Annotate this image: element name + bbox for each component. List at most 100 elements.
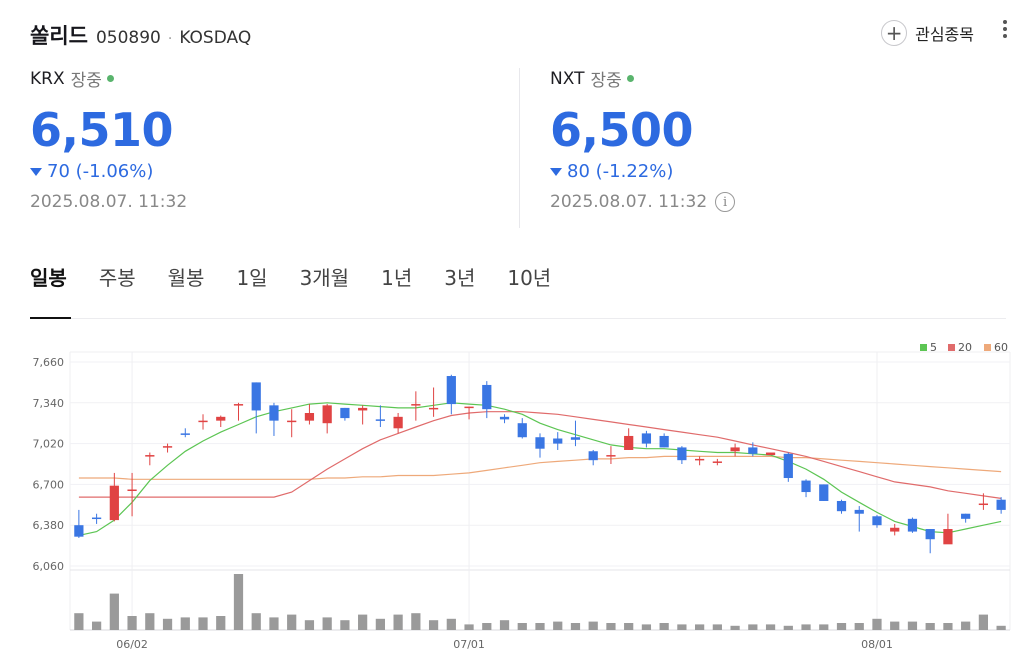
watchlist-label: 관심종목 <box>915 25 974 44</box>
volume-bar <box>535 623 545 630</box>
candle-body <box>145 455 155 457</box>
volume-bar <box>659 623 669 630</box>
volume-bar <box>411 613 421 630</box>
volume-bar <box>74 613 84 630</box>
volume-bar <box>393 614 403 630</box>
info-icon[interactable]: i <box>715 192 736 212</box>
krx-quote: KRX 장중 6,510 70 (-1.06%) 2025.08.07. 11:… <box>30 66 187 212</box>
candle-body <box>819 484 829 501</box>
candle-body <box>765 452 776 456</box>
volume-bar <box>553 621 563 630</box>
candle-body <box>801 480 811 493</box>
volume-bar <box>428 620 439 630</box>
volume-bar <box>216 616 226 630</box>
nxt-status: 장중 <box>590 71 622 91</box>
x-tick-label: 06/02 <box>116 638 148 651</box>
plus-icon: + <box>881 20 908 46</box>
volume-bar <box>322 617 332 630</box>
active-tab-indicator <box>30 317 71 319</box>
legend-label: 5 <box>930 341 937 354</box>
live-dot-icon <box>106 75 114 82</box>
candle-body <box>428 407 439 410</box>
tab-daily[interactable]: 일봉 <box>30 266 67 290</box>
candle-body <box>358 407 368 411</box>
tab-10year[interactable]: 10년 <box>507 266 552 290</box>
candle-body <box>109 485 119 521</box>
volume-bar <box>836 623 847 630</box>
volume-bar <box>765 624 776 630</box>
volume-bar <box>464 624 474 630</box>
more-icon[interactable] <box>1002 20 1008 38</box>
volume-bar <box>641 624 652 630</box>
candle-body <box>677 447 687 461</box>
volume-bar <box>677 624 687 630</box>
y-tick-label: 6,060 <box>33 560 65 573</box>
candle-body <box>606 455 616 457</box>
candle-body <box>907 518 918 532</box>
volume-bar <box>375 618 385 630</box>
volume-bar <box>340 620 350 630</box>
tab-1day[interactable]: 1일 <box>236 266 268 290</box>
candle-body <box>375 419 385 421</box>
volume-bar <box>996 625 1006 630</box>
krx-change: 70 (-1.06%) <box>30 161 187 182</box>
candle-body <box>162 446 173 448</box>
stock-code: 050890 <box>95 28 161 48</box>
period-tabs: 일봉 주봉 월봉 1일 3개월 1년 3년 10년 <box>30 262 583 291</box>
candle-body <box>322 405 332 424</box>
live-dot-icon <box>626 75 634 82</box>
volume-bar <box>801 624 811 630</box>
y-tick-label: 6,700 <box>33 478 65 491</box>
market-name: KOSDAQ <box>179 28 252 48</box>
volume-bar <box>783 625 793 630</box>
x-tick-label: 08/01 <box>861 638 893 651</box>
add-watchlist-button[interactable]: + 관심종목 <box>881 20 974 46</box>
candle-body <box>464 406 474 409</box>
separator: · <box>167 31 173 47</box>
volume-bar <box>91 621 102 630</box>
y-tick-label: 7,660 <box>33 356 65 369</box>
tab-3month[interactable]: 3개월 <box>299 266 350 290</box>
candle-body <box>499 416 510 420</box>
price-chart[interactable]: 7,660 7,340 7,020 6,700 6,380 6,060 06/02 07/01… <box>0 330 1024 662</box>
candle-body <box>251 382 261 411</box>
volume-bar <box>127 616 137 630</box>
nxt-time: 2025.08.07. 11:32 <box>550 192 708 212</box>
y-tick-label: 6,380 <box>33 519 65 532</box>
nxt-time-row: 2025.08.07. 11:32 i <box>550 192 736 212</box>
volume-bar <box>907 621 918 630</box>
stock-header: 쏠리드 050890 · KOSDAQ <box>30 20 251 52</box>
candle-body <box>748 447 758 454</box>
volume-bar <box>251 613 261 630</box>
x-tick-label: 07/01 <box>453 638 485 651</box>
volume-bar <box>819 624 829 630</box>
volume-bar <box>162 618 173 630</box>
tab-weekly[interactable]: 주봉 <box>98 266 136 290</box>
candle-body <box>570 437 581 440</box>
volume-bar <box>198 617 208 630</box>
candle-body <box>411 404 421 406</box>
candle-body <box>517 423 527 438</box>
candle-body <box>996 499 1006 510</box>
candle-body <box>91 517 102 520</box>
volume-bar <box>695 624 705 630</box>
volume-bar <box>961 621 971 630</box>
volume-bar <box>606 623 616 630</box>
volume-bar <box>233 574 244 630</box>
chart-svg[interactable]: 7,660 7,340 7,020 6,700 6,380 6,060 06/02 07/01… <box>0 330 1024 662</box>
y-tick-label: 7,340 <box>33 397 65 410</box>
candle-body <box>943 529 953 545</box>
ma20-line <box>78 411 1002 499</box>
candle-body <box>961 513 971 519</box>
candle-body <box>978 503 989 506</box>
volume-bar <box>890 621 900 630</box>
volume-bar <box>978 614 989 630</box>
nxt-change-value: 80 (-1.22%) <box>567 161 674 182</box>
down-triangle-icon <box>550 167 562 176</box>
volume-bar <box>145 613 155 630</box>
tab-3year[interactable]: 3년 <box>444 266 476 290</box>
tab-divider <box>30 318 1006 319</box>
tab-monthly[interactable]: 월봉 <box>167 266 205 290</box>
tab-1year[interactable]: 1년 <box>381 266 413 290</box>
candle-body <box>535 437 545 449</box>
